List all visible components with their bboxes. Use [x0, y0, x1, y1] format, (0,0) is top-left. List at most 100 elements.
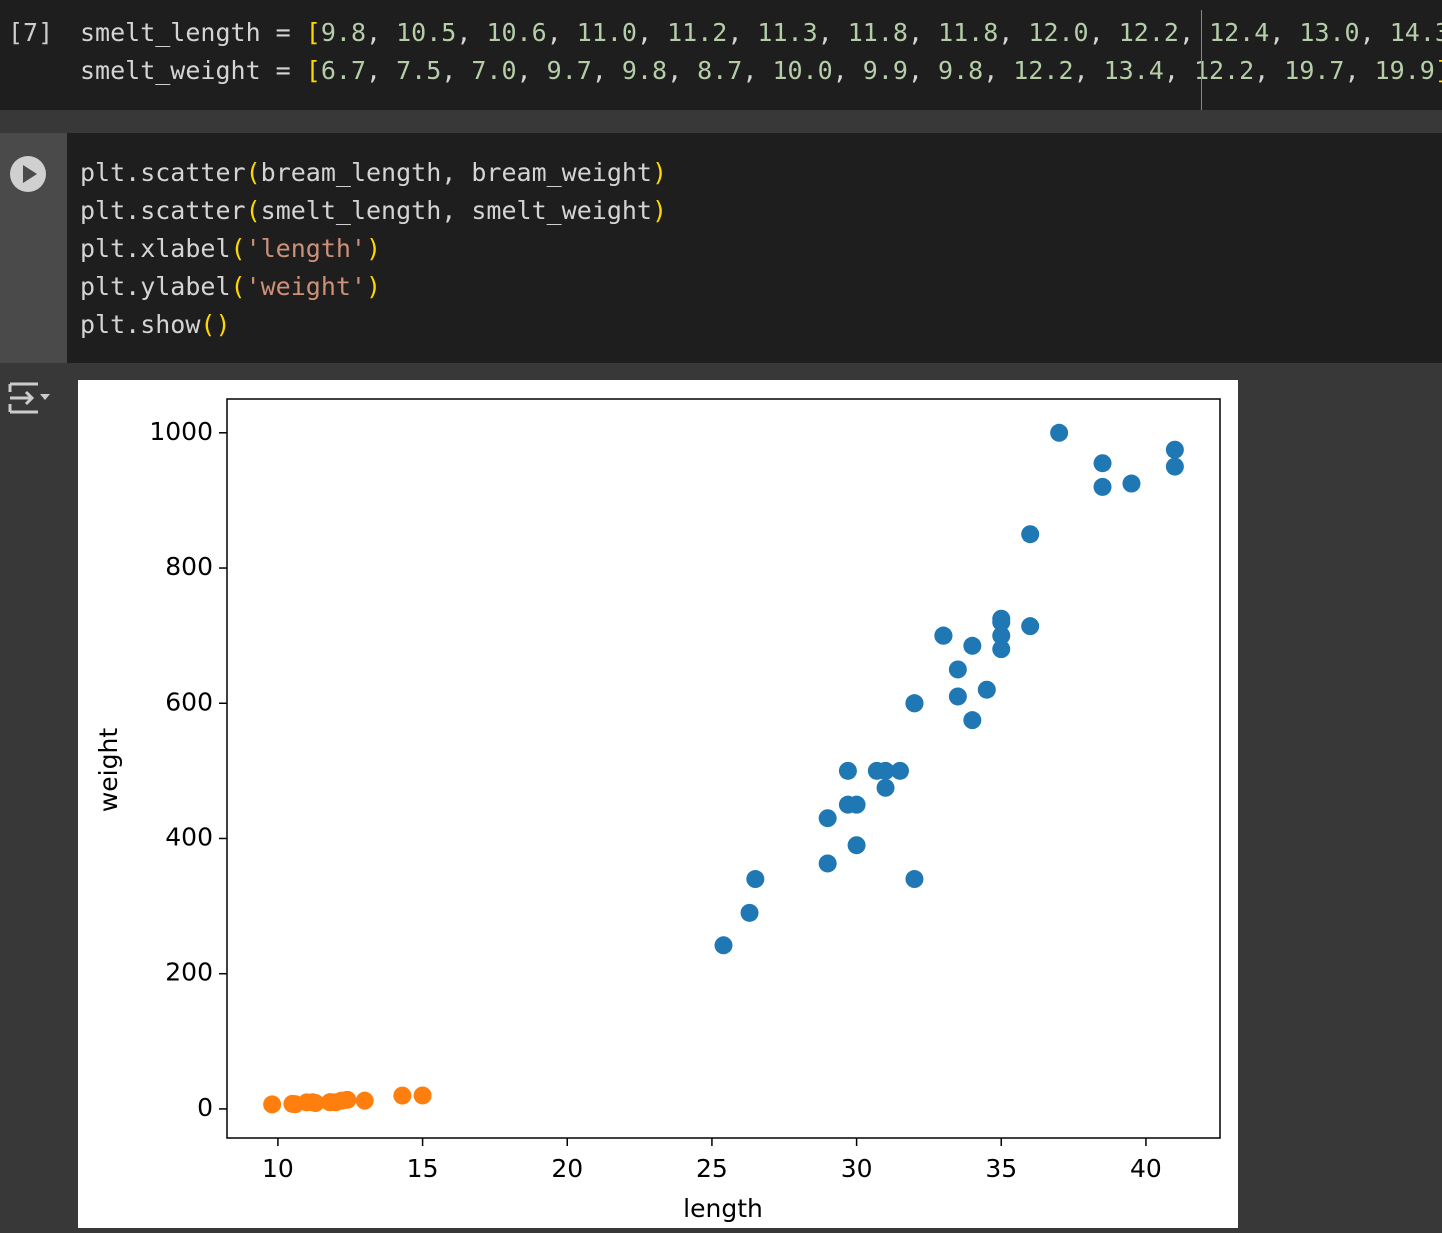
point — [1050, 423, 1069, 442]
code-token: , — [366, 56, 397, 85]
code-token: , — [817, 18, 848, 47]
code-token: , — [1359, 18, 1390, 47]
y-tick-label: 0 — [197, 1093, 213, 1122]
point — [876, 778, 895, 797]
point — [992, 640, 1011, 659]
axes-frame — [226, 398, 1221, 1139]
code-token: ) — [215, 310, 231, 339]
code-line: smelt_length = [9.8, 10.5, 10.6, 11.0, 1… — [80, 14, 1442, 52]
code-token: 9.9 — [862, 56, 908, 85]
code-token: 11.0 — [576, 18, 637, 47]
code-token: 'length' — [245, 234, 366, 263]
point — [838, 761, 857, 780]
point — [1093, 454, 1112, 473]
code-token: , — [441, 56, 472, 85]
code-token: , — [516, 56, 547, 85]
point — [393, 1086, 412, 1105]
code-token: , — [983, 56, 1014, 85]
code-token: ( — [245, 196, 261, 225]
output-toggle[interactable] — [8, 380, 52, 416]
code-token: , — [742, 56, 773, 85]
point — [905, 694, 924, 713]
x-tick-label: 10 — [262, 1154, 294, 1183]
code-token: , — [907, 56, 939, 85]
code-token: plt.scatter — [80, 158, 246, 187]
code-token: , — [1178, 18, 1210, 47]
code-token: 19.9 — [1374, 56, 1435, 85]
point — [905, 870, 924, 889]
point — [740, 903, 759, 922]
code-line: plt.scatter(smelt_length, smelt_weight) — [80, 192, 667, 230]
code-token: 19.7 — [1284, 56, 1345, 85]
point — [992, 613, 1011, 632]
code-token: 11.2 — [667, 18, 728, 47]
code-token: , — [591, 56, 622, 85]
code-token: , — [727, 18, 758, 47]
code-token: smelt_length = — [80, 18, 306, 47]
point — [746, 870, 765, 889]
point — [818, 854, 837, 873]
code-token: 9.8 — [938, 56, 984, 85]
point — [818, 809, 837, 828]
code-token: 12.0 — [1028, 18, 1089, 47]
x-axis-label: length — [683, 1194, 763, 1223]
code-token: , — [998, 18, 1029, 47]
code-token: 10.0 — [772, 56, 833, 85]
code-token: plt.xlabel — [80, 234, 231, 263]
point — [963, 711, 982, 730]
y-tick-label: 200 — [165, 958, 213, 987]
point — [890, 761, 909, 780]
code-token: , — [832, 56, 863, 85]
code-token: , — [366, 18, 397, 47]
chart: length weight 10 15 20 25 30 35 40020040060080… — [94, 398, 1221, 1223]
point — [1021, 617, 1040, 636]
code-token: [ — [305, 18, 321, 47]
point — [977, 680, 996, 699]
x-tick-label: 30 — [841, 1154, 873, 1183]
code-token: ) — [651, 158, 668, 187]
x-tick-label: 35 — [985, 1154, 1017, 1183]
point — [1021, 525, 1040, 544]
code-token: 'weight' — [245, 272, 366, 301]
y-tick-label: 1000 — [149, 417, 213, 446]
point — [1165, 440, 1184, 459]
code-token: 10.5 — [396, 18, 457, 47]
point — [948, 687, 967, 706]
cell-2: plt.scatter(bream_length, bream_weight) … — [0, 133, 1442, 363]
code-token: ( — [245, 158, 261, 187]
run-button[interactable] — [9, 155, 47, 193]
code-token: , — [667, 56, 698, 85]
x-tick-label: 20 — [551, 1154, 583, 1183]
code-token: 11.3 — [757, 18, 818, 47]
point — [963, 636, 982, 655]
code-token: , — [1088, 18, 1119, 47]
code-token: 12.2 — [1118, 18, 1179, 47]
code-token: 7.5 — [396, 56, 442, 85]
point — [847, 795, 866, 814]
code-line: plt.xlabel('length') — [80, 230, 381, 268]
code-line: plt.show() — [80, 306, 231, 344]
code-token: 11.8 — [938, 18, 999, 47]
code-token: 12.2 — [1013, 56, 1074, 85]
code-token: ) — [366, 272, 382, 301]
code-token: , — [1254, 56, 1285, 85]
code-token: 13.4 — [1103, 56, 1164, 85]
code-token: 10.6 — [486, 18, 547, 47]
point — [948, 660, 967, 679]
code-token: ( — [200, 310, 216, 339]
code-token: , — [546, 18, 577, 47]
code-token: ) — [366, 234, 382, 263]
code-line: plt.ylabel('weight') — [80, 268, 381, 306]
point — [413, 1086, 432, 1105]
point — [992, 626, 1011, 645]
code-token: , — [1163, 56, 1194, 85]
y-tick-label: 400 — [165, 822, 213, 851]
y-tick-label: 600 — [165, 687, 213, 716]
cell-1: [7] smelt_length = [9.8, 10.5, 10.6, 11.… — [0, 0, 1442, 110]
x-tick-label: 25 — [696, 1154, 728, 1183]
cell-label: [7] — [8, 18, 54, 47]
code-token: 14.3 — [1389, 18, 1442, 47]
y-tick-label: 800 — [165, 552, 213, 581]
cursor — [1201, 10, 1202, 110]
